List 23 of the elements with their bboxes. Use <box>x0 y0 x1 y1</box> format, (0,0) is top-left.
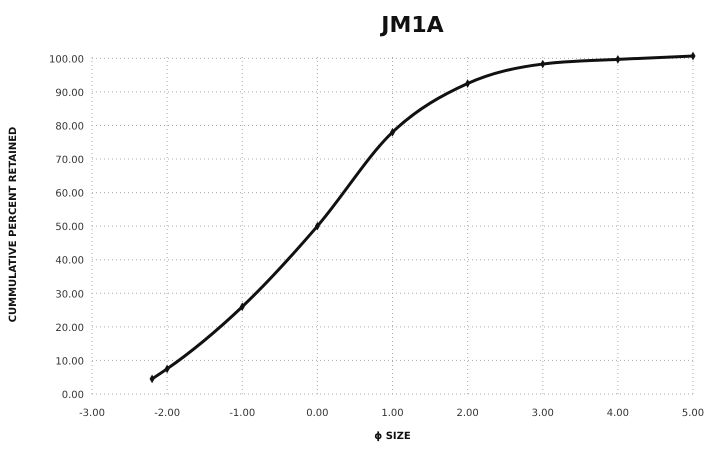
x-tick-label: 3.00 <box>532 408 554 419</box>
y-axis-title: CUMMULATIVE PERCENT RETAINED <box>8 126 19 322</box>
y-tick-label: 70.00 <box>55 155 84 166</box>
y-tick-label: 100.00 <box>49 54 84 66</box>
y-tick-label: 60.00 <box>55 188 84 200</box>
y-tick-label: 20.00 <box>55 322 84 334</box>
x-tick-label: -3.00 <box>79 408 105 419</box>
x-tick-label: 1.00 <box>381 408 404 419</box>
y-tick-label: 30.00 <box>55 289 84 300</box>
x-tick-label: 4.00 <box>606 408 630 419</box>
x-tick-label: -2.00 <box>154 408 180 419</box>
y-tick-label: 10.00 <box>55 356 84 368</box>
x-tick-label: 2.00 <box>456 408 479 419</box>
x-axis-title: ϕ SIZE <box>374 431 411 442</box>
y-tick-label: 0.00 <box>62 390 84 401</box>
chart-title: JM1A <box>379 13 444 38</box>
y-tick-label: 90.00 <box>55 88 84 99</box>
y-tick-label: 50.00 <box>55 222 84 234</box>
x-tick-label: -1.00 <box>229 408 256 419</box>
y-tick-label: 40.00 <box>55 256 84 267</box>
y-tick-label: 80.00 <box>55 121 84 132</box>
x-tick-label: 5.00 <box>682 408 704 419</box>
x-tick-label: 0.00 <box>306 408 329 419</box>
